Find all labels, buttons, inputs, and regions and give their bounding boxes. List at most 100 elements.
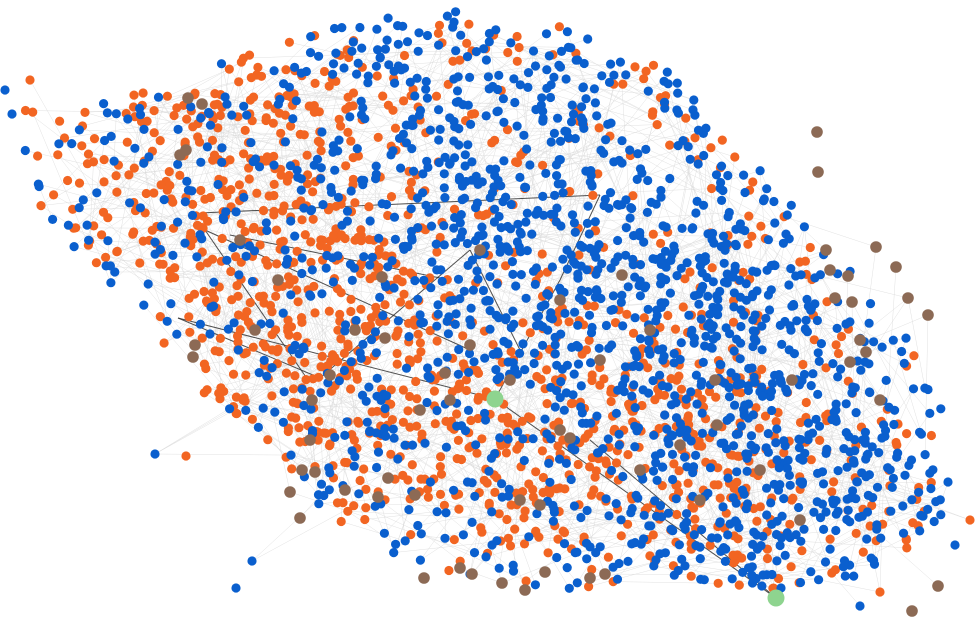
node-blue (755, 166, 765, 176)
node-blue (402, 37, 413, 47)
node-blue (563, 42, 574, 53)
node-orange (830, 565, 841, 575)
node-blue (724, 392, 735, 402)
node-blue (582, 505, 592, 516)
node-brown (464, 339, 476, 351)
node-blue (389, 433, 399, 443)
node-orange (538, 472, 549, 483)
node-blue (528, 434, 538, 444)
node-blue (388, 424, 398, 434)
node-blue (485, 164, 495, 174)
node-orange (305, 386, 315, 396)
node-blue (929, 516, 939, 527)
node-blue (459, 286, 469, 296)
node-blue (798, 455, 808, 465)
node-blue (292, 165, 302, 175)
node-blue (612, 574, 623, 584)
node-blue (931, 497, 941, 507)
node-orange (188, 199, 198, 209)
node-blue (799, 524, 809, 534)
node-orange (271, 291, 281, 301)
node-blue (803, 435, 813, 445)
node-blue (530, 61, 541, 71)
node-orange (454, 504, 464, 514)
node-blue (716, 360, 726, 370)
node-blue (562, 360, 573, 370)
node-orange (494, 509, 504, 519)
node-brown (189, 339, 201, 351)
node-blue (485, 306, 495, 316)
node-blue (782, 463, 793, 474)
node-orange (55, 116, 65, 126)
node-orange (630, 62, 640, 72)
node-blue (572, 578, 582, 588)
node-blue (544, 51, 554, 61)
node-orange (278, 236, 288, 246)
node-blue (810, 299, 820, 309)
node-orange (397, 277, 407, 287)
node-orange (681, 113, 691, 123)
node-blue (538, 113, 548, 124)
node-blue (101, 261, 111, 271)
node-blue (485, 324, 495, 334)
node-blue (364, 382, 374, 392)
node-orange (302, 179, 313, 189)
node-blue (621, 223, 631, 233)
node-blue (469, 548, 480, 558)
node-blue (466, 303, 476, 313)
node-orange (676, 384, 687, 394)
node-brown (439, 367, 451, 379)
node-blue (772, 455, 782, 465)
node-blue (716, 177, 726, 188)
node-orange (336, 334, 346, 344)
node-blue (306, 31, 316, 42)
node-blue (673, 108, 684, 118)
node-blue (262, 371, 272, 381)
node-blue (407, 226, 417, 236)
node-blue (584, 229, 594, 239)
node-orange (159, 338, 169, 348)
node-blue (367, 252, 377, 262)
node-blue (812, 315, 823, 326)
node-brown (514, 494, 526, 506)
node-blue (219, 214, 229, 225)
node-orange (112, 187, 122, 197)
node-blue (782, 210, 792, 220)
node-blue (270, 407, 280, 417)
node-blue (723, 530, 733, 540)
node-blue (691, 208, 701, 218)
node-blue (262, 225, 272, 236)
node-blue (641, 144, 651, 154)
node-blue (247, 556, 257, 566)
node-blue (705, 318, 715, 328)
node-brown (694, 494, 706, 506)
node-orange (747, 231, 757, 241)
node-blue (413, 294, 423, 304)
node-brown (634, 464, 646, 476)
node-orange (795, 257, 805, 267)
node-blue (217, 157, 227, 167)
node-orange (484, 498, 494, 508)
node-blue (829, 407, 839, 417)
node-blue (727, 574, 737, 584)
node-orange (415, 338, 425, 348)
node-blue (382, 35, 392, 45)
node-orange (124, 170, 134, 180)
node-blue (831, 509, 841, 519)
node-blue (674, 540, 685, 550)
node-blue (379, 528, 389, 538)
node-orange (611, 458, 622, 468)
node-blue (613, 235, 623, 246)
node-blue (449, 223, 459, 233)
node-blue (676, 263, 686, 273)
node-blue (528, 46, 539, 56)
node-blue (668, 474, 678, 485)
node-blue (182, 176, 192, 186)
node-orange (505, 541, 516, 551)
node-blue (705, 309, 715, 319)
node-orange (332, 498, 343, 508)
node-orange (295, 437, 305, 447)
node-blue (581, 94, 591, 104)
node-orange (652, 120, 662, 130)
node-blue (749, 333, 759, 343)
